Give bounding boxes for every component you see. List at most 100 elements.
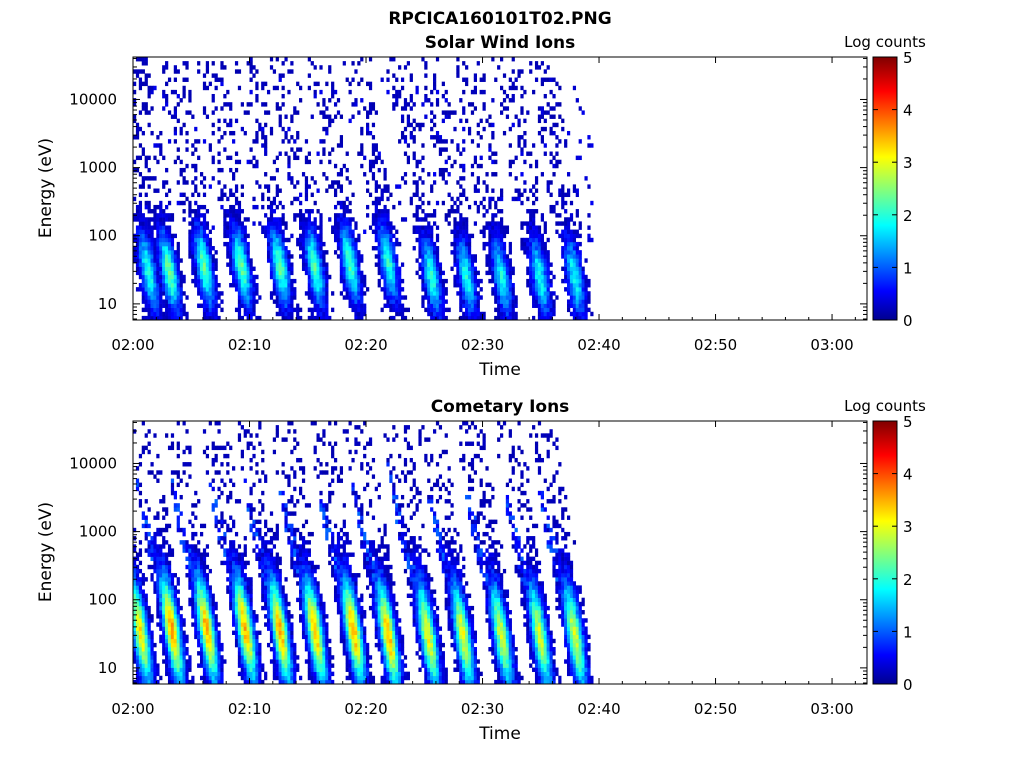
spectrogram-cell	[240, 258, 244, 263]
spectrogram-cell	[176, 421, 180, 426]
spectrogram-cell	[467, 204, 472, 210]
spectrogram-cell	[529, 241, 533, 247]
spectrogram-cell	[398, 295, 402, 300]
spectrogram-cell	[135, 647, 140, 652]
spectrogram-cell	[162, 597, 166, 603]
spectrogram-cell	[293, 291, 297, 296]
spectrogram-cell	[150, 311, 154, 317]
spectrogram-cell	[243, 130, 247, 136]
spectrogram-cell	[549, 315, 553, 321]
spectrogram-cell	[234, 642, 239, 648]
spectrogram-cell	[229, 122, 233, 128]
spectrogram-cell	[141, 180, 145, 185]
spectrogram-cell	[208, 622, 212, 627]
spectrogram-cell	[313, 93, 317, 99]
spectrogram-cell	[345, 266, 349, 271]
spectrogram-cell	[179, 278, 183, 284]
spectrogram-cell	[199, 610, 204, 615]
spectrogram-cell	[371, 159, 376, 165]
spectrogram-cell	[205, 564, 210, 570]
spectrogram-cell	[345, 204, 349, 210]
spectrogram-cell	[141, 589, 145, 594]
spectrogram-cell	[537, 266, 542, 271]
spectrogram-cell	[191, 163, 195, 169]
spectrogram-cell	[197, 618, 201, 623]
spectrogram-cell	[156, 291, 160, 296]
spectrogram-cell	[508, 85, 512, 91]
spectrogram-cell	[354, 221, 358, 226]
spectrogram-cell	[208, 568, 212, 574]
spectrogram-cell	[135, 655, 140, 660]
spectrogram-cell	[307, 229, 311, 234]
spectrogram-cell	[182, 679, 186, 685]
spectrogram-cell	[188, 93, 192, 99]
spectrogram-cell	[435, 89, 440, 95]
spectrogram-cell	[284, 225, 288, 230]
spectrogram-cell	[540, 283, 544, 288]
spectrogram-cell	[363, 278, 367, 284]
spectrogram-cell	[360, 147, 364, 152]
spectrogram-cell	[409, 122, 413, 128]
spectrogram-cell	[179, 167, 183, 173]
spectrogram-cell	[360, 270, 364, 276]
spectrogram-cell	[249, 523, 253, 529]
spectrogram-cell	[395, 258, 399, 263]
spectrogram-cell	[511, 93, 515, 99]
spectrogram-cell	[310, 299, 314, 304]
spectrogram-cell	[162, 311, 166, 317]
spectrogram-cell	[459, 213, 463, 218]
spectrogram-cell	[150, 233, 154, 239]
spectrogram-cell	[141, 221, 145, 226]
spectrogram-cell	[138, 655, 143, 660]
spectrogram-cell	[179, 274, 183, 280]
spectrogram-cell	[202, 110, 207, 115]
spectrogram-cell	[395, 98, 399, 103]
spectrogram-cell	[360, 98, 364, 103]
spectrogram-cell	[561, 184, 565, 189]
spectrogram-cell	[150, 295, 154, 300]
spectrogram-cell	[328, 151, 332, 156]
spectrogram-cell	[144, 102, 148, 107]
spectrogram-cell	[322, 299, 326, 304]
spectrogram-cell	[194, 589, 198, 594]
spectrogram-cell	[185, 638, 189, 644]
spectrogram-cell	[179, 638, 183, 644]
spectrogram-cell	[435, 246, 440, 251]
spectrogram-cell	[546, 110, 550, 115]
spectrogram-cell	[380, 307, 384, 313]
spectrogram-cell	[473, 274, 477, 280]
spectrogram-cell	[529, 217, 533, 222]
spectrogram-cell	[173, 278, 177, 284]
spectrogram-cell	[534, 287, 539, 292]
spectrogram-cell	[569, 250, 574, 255]
spectrogram-cell	[194, 237, 198, 243]
y-axis-label: Energy (eV)	[36, 138, 56, 238]
spectrogram-cell	[290, 147, 294, 152]
spectrogram-cell	[162, 93, 166, 99]
spectrogram-cell	[217, 663, 221, 668]
spectrogram-cell	[170, 283, 175, 288]
spectrogram-cell	[147, 531, 151, 537]
spectrogram-cell	[301, 229, 306, 234]
spectrogram-cell	[252, 278, 256, 284]
spectrogram-cell	[418, 262, 422, 267]
spectrogram-cell	[202, 299, 207, 304]
spectrogram-cell	[165, 237, 169, 243]
spectrogram-cell	[208, 270, 212, 276]
spectrogram-cell	[333, 188, 338, 193]
spectrogram-cell	[246, 102, 250, 107]
spectrogram-cell	[581, 266, 585, 271]
spectrogram-cell	[179, 270, 183, 276]
spectrogram-cell	[564, 233, 568, 239]
spectrogram-cell	[435, 311, 440, 317]
spectrogram-cell	[194, 573, 198, 578]
spectrogram-cell	[159, 597, 163, 603]
spectrogram-cell	[546, 254, 550, 259]
spectrogram-cell	[333, 180, 338, 185]
spectrogram-cell	[232, 585, 236, 590]
spectrogram-cell	[170, 605, 175, 611]
spectrogram-cell	[133, 614, 137, 619]
spectrogram-cell	[243, 622, 247, 627]
spectrogram-cell	[523, 188, 527, 193]
spectrogram-cell	[465, 196, 469, 202]
